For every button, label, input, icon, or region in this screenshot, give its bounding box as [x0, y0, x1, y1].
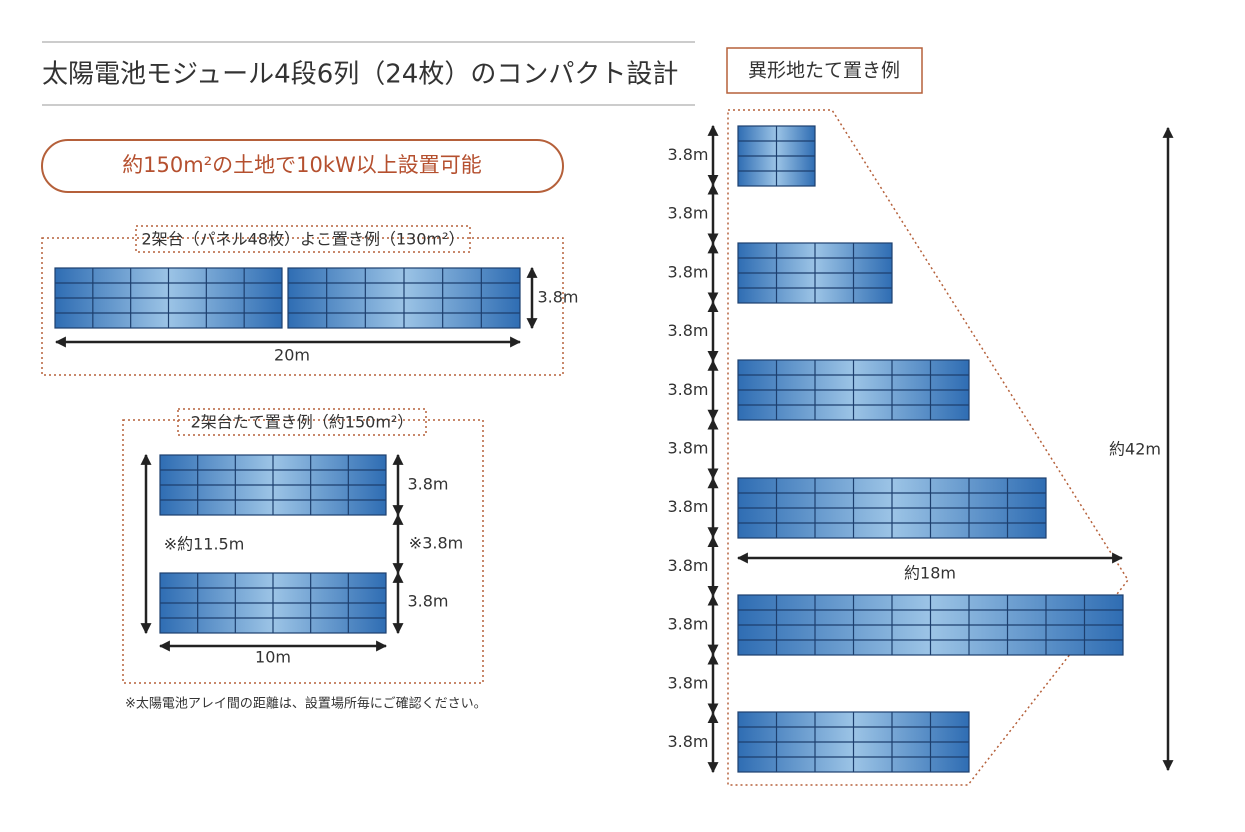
badge: 約150m²の土地で10kW以上設置可能 [122, 153, 482, 177]
label-box [726, 47, 923, 94]
label-box [135, 225, 471, 253]
panel-array [737, 711, 970, 773]
dim-label: 3.8m [407, 475, 448, 494]
dim-label: 3.8m [667, 439, 708, 458]
panel-array [159, 454, 387, 516]
section-label: 異形地たて置き例 [748, 60, 900, 82]
dim-label: 3.8m [537, 288, 578, 307]
dim-label: 3.8m [667, 615, 708, 634]
dim-label: ※約11.5m [164, 535, 245, 554]
dim-label: 3.8m [407, 592, 448, 611]
dim-label: 10m [255, 648, 291, 667]
panel-array [737, 594, 1124, 656]
panel-array [737, 359, 970, 421]
section-label: 2架台（パネル48枚）よこ置き例（130m²） [141, 230, 464, 249]
panel-array [737, 242, 893, 304]
title: 太陽電池モジュール4段6列（24枚）のコンパクト設計 [42, 60, 678, 90]
dim-label: 3.8m [667, 673, 708, 692]
dim-label: 3.8m [667, 497, 708, 516]
site-outline [727, 109, 1129, 786]
dim-label: 3.8m [667, 145, 708, 164]
dim-label: 3.8m [667, 380, 708, 399]
dim-label: 3.8m [667, 204, 708, 223]
section-box [41, 237, 564, 376]
note: ※太陽電池アレイ間の距離は、設置場所毎にご確認ください。 [125, 696, 487, 712]
dim-label: 3.8m [667, 321, 708, 340]
badge-box [41, 139, 564, 193]
panel-array [737, 125, 816, 187]
panel-array [737, 477, 1047, 539]
dim-label: 約42m [1109, 440, 1161, 459]
dim-label: ※3.8m [409, 534, 463, 553]
dim-label: 3.8m [667, 556, 708, 575]
panel-array [54, 267, 283, 329]
section-label: 2架台たて置き例（約150m²） [191, 413, 414, 432]
dim-label: 20m [274, 346, 310, 365]
dim-label: 3.8m [667, 732, 708, 751]
label-box [177, 408, 427, 436]
section-box [122, 419, 484, 684]
dim-label: 約18m [904, 564, 956, 583]
dim-label: 3.8m [667, 262, 708, 281]
panel-array [159, 572, 387, 634]
panel-array [287, 267, 521, 329]
